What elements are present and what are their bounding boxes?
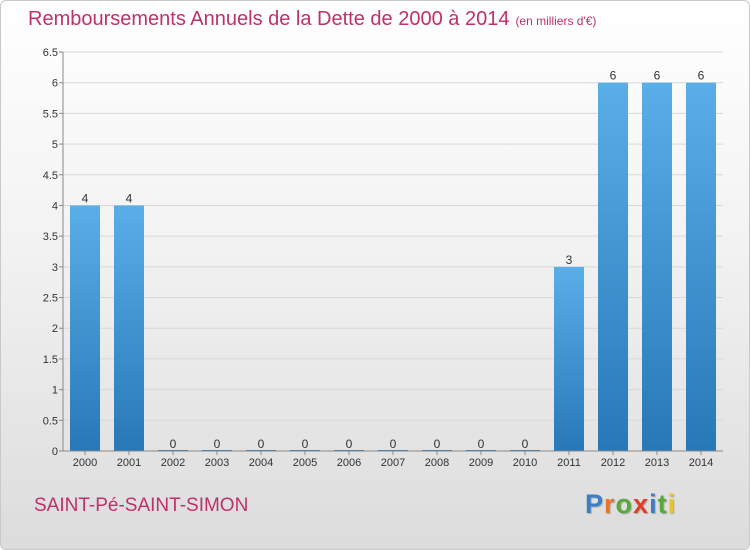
y-tick-label: 0.5 bbox=[43, 415, 58, 427]
x-tick-label-2002: 2002 bbox=[161, 457, 185, 469]
data-label-2012: 6 bbox=[610, 69, 617, 83]
y-tick-label: 5 bbox=[52, 139, 58, 151]
y-tick-label: 5.5 bbox=[43, 108, 58, 120]
x-tick-label-2014: 2014 bbox=[689, 457, 713, 469]
bar-2012 bbox=[598, 82, 628, 451]
logo-letter: i bbox=[649, 489, 658, 519]
x-tick-label-2011: 2011 bbox=[557, 457, 581, 469]
logo-letter: r bbox=[604, 489, 616, 519]
data-label-2011: 3 bbox=[566, 253, 573, 267]
axes bbox=[59, 51, 723, 455]
place-name: SAINT-Pé-SAINT-SIMON bbox=[34, 495, 249, 516]
x-tick-label-2010: 2010 bbox=[513, 457, 537, 469]
data-label-2005: 0 bbox=[302, 437, 309, 451]
data-label-2014: 6 bbox=[698, 69, 705, 83]
y-tick-label: 6.5 bbox=[43, 47, 58, 59]
data-label-2003: 0 bbox=[214, 437, 221, 451]
y-tick-label: 1 bbox=[52, 385, 58, 397]
x-tick-label-2007: 2007 bbox=[381, 457, 405, 469]
x-tick-label-2003: 2003 bbox=[205, 457, 229, 469]
bar-2014 bbox=[686, 82, 716, 451]
y-tick-label: 4 bbox=[52, 200, 58, 212]
data-label-2008: 0 bbox=[434, 437, 441, 451]
data-label-2006: 0 bbox=[346, 437, 353, 451]
x-tick-label-2004: 2004 bbox=[249, 457, 273, 469]
bar-2001 bbox=[114, 205, 144, 451]
logo-letter: i bbox=[667, 489, 677, 519]
data-label-2001: 4 bbox=[126, 191, 133, 205]
y-tick-label: 1.5 bbox=[43, 354, 58, 366]
y-tick-label: 0 bbox=[52, 446, 58, 458]
chart-title: Remboursements Annuels de la Dette de 20… bbox=[28, 8, 596, 31]
x-tick-label-2001: 2001 bbox=[117, 457, 141, 469]
y-tick-label: 3 bbox=[52, 262, 58, 274]
logo-letter: x bbox=[633, 489, 650, 519]
bar-2000 bbox=[70, 205, 100, 451]
x-tick-label-2005: 2005 bbox=[293, 457, 317, 469]
bar-2013 bbox=[642, 82, 672, 451]
logo-letter: t bbox=[657, 489, 668, 519]
y-tick-label: 4.5 bbox=[43, 170, 58, 182]
x-tick-label-2013: 2013 bbox=[645, 457, 669, 469]
data-label-2007: 0 bbox=[390, 437, 397, 451]
bar-2011 bbox=[554, 266, 584, 451]
data-label-2009: 0 bbox=[478, 437, 485, 451]
chart-subtitle: (en milliers d'€) bbox=[515, 14, 597, 28]
logo-letter: P bbox=[585, 489, 605, 519]
x-tick-label-2009: 2009 bbox=[469, 457, 493, 469]
y-tick-label: 6 bbox=[52, 78, 58, 90]
data-label-2010: 0 bbox=[522, 437, 529, 451]
bars bbox=[70, 82, 716, 451]
x-tick-label-2006: 2006 bbox=[337, 457, 361, 469]
y-tick-label: 3.5 bbox=[43, 231, 58, 243]
chart-title-text: Remboursements Annuels de la Dette de 20… bbox=[28, 8, 510, 30]
data-label-2004: 0 bbox=[258, 437, 265, 451]
data-label-2002: 0 bbox=[170, 437, 177, 451]
x-tick-label-2000: 2000 bbox=[73, 457, 97, 469]
y-tick-label: 2.5 bbox=[43, 293, 58, 305]
x-tick-label-2008: 2008 bbox=[425, 457, 449, 469]
data-label-2000: 4 bbox=[82, 191, 89, 205]
y-tick-label: 2 bbox=[52, 323, 58, 335]
x-tick-label-2012: 2012 bbox=[601, 457, 625, 469]
proxiti-logo: Proxiti bbox=[585, 489, 676, 520]
logo-letter: o bbox=[615, 489, 634, 519]
labels: 0 0.5 1 1.5 2 2.5 3 3.5 4 4.5 5 5.5 6 6.5 4 2000 4 2001 0 2… bbox=[43, 47, 714, 469]
data-label-2013: 6 bbox=[654, 69, 661, 83]
